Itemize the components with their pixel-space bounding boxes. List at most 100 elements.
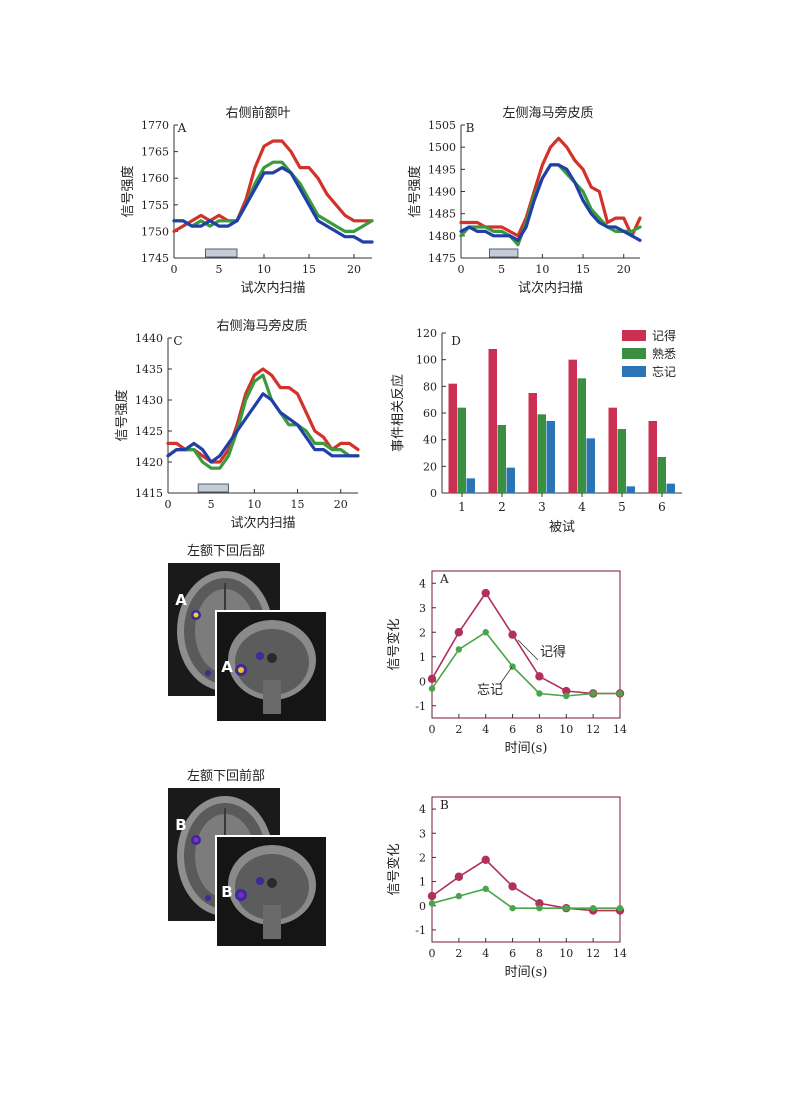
y-tick-label: -1: [415, 924, 426, 937]
x-tick-label: 15: [576, 263, 590, 276]
legend-label: 记得: [652, 328, 676, 343]
y-tick-label: -1: [415, 700, 426, 713]
x-tick-label: 20: [334, 498, 348, 511]
x-tick-label: 10: [535, 263, 549, 276]
chart-c: 右侧海马旁皮质 C 1415 1420 1425 1430 1435 1440 0 5 10 15 20…: [114, 318, 360, 531]
y-tick-label: 2: [419, 851, 426, 864]
data-point: [536, 904, 543, 912]
annotation-forget: 忘记: [477, 683, 503, 698]
data-point: [428, 685, 436, 692]
legend-label: 熟悉: [652, 346, 676, 361]
annotation-leader: [517, 639, 539, 661]
data-point: [427, 891, 437, 901]
data-point: [508, 882, 517, 891]
bar-熟悉: [497, 425, 506, 493]
series-line-1: [166, 373, 360, 470]
x-tick-label: 14: [613, 947, 627, 960]
stimulus-bar: [488, 248, 519, 258]
x-axis-label: 时间(s): [505, 965, 548, 980]
y-tick-label: 1480: [428, 230, 456, 243]
data-point: [562, 686, 571, 696]
bar-熟悉: [537, 414, 546, 493]
series-line-0: [431, 591, 620, 695]
region-marker: B: [175, 816, 186, 834]
series-line-1: [431, 631, 620, 697]
series-line-1: [431, 887, 620, 910]
x-tick-label: 1: [458, 500, 466, 514]
coronal-ventricle: [267, 878, 277, 888]
y-tick-label: 1770: [141, 119, 169, 132]
y-tick-label: 20: [423, 460, 437, 473]
x-tick-label: 5: [208, 498, 215, 511]
y-tick-label: 1745: [141, 252, 169, 265]
data-point: [616, 690, 624, 697]
data-point: [616, 904, 624, 912]
y-tick-label: 0: [419, 900, 426, 913]
legend-label: 忘记: [652, 364, 676, 379]
data-point: [482, 629, 489, 636]
y-tick-label: 1425: [135, 425, 163, 438]
x-axis-label: 试次内扫描: [518, 280, 583, 296]
chart-title: 左侧海马旁皮质: [502, 105, 593, 121]
x-tick-label: 5: [618, 500, 626, 514]
stimulus-bar: [205, 248, 238, 258]
y-tick-label: 1420: [135, 456, 163, 469]
bar-熟悉: [457, 407, 466, 493]
y-tick-label: 1440: [135, 332, 163, 345]
data-point: [509, 904, 516, 912]
y-tick-label: 1: [419, 651, 426, 664]
x-tick-label: 4: [578, 500, 586, 514]
data-point: [455, 646, 463, 653]
panel-label: B: [466, 121, 475, 135]
data-point: [482, 885, 489, 893]
y-tick-label: 1490: [428, 186, 456, 199]
region-marker: A: [221, 658, 233, 676]
x-tick-label: 0: [171, 263, 178, 276]
bar-熟悉: [577, 378, 586, 493]
data-point: [535, 899, 544, 908]
y-tick-label: 60: [423, 407, 437, 420]
series-line-0: [172, 139, 374, 233]
brain-scan-pair: 左额下回后部 A A: [168, 544, 328, 723]
brain-scan-pair: 左额下回前部 B B: [168, 768, 328, 948]
bar-熟悉: [617, 429, 626, 493]
bar-忘记: [626, 486, 635, 493]
y-axis-label: 信号强度: [114, 389, 130, 441]
y-tick-label: 80: [423, 380, 437, 393]
y-axis-label: 信号强度: [407, 165, 423, 217]
data-point: [428, 900, 436, 907]
x-tick-label: 20: [617, 263, 631, 276]
chart-title: 右侧海马旁皮质: [216, 318, 307, 334]
x-tick-label: 10: [257, 263, 271, 276]
y-tick-label: 1495: [428, 163, 456, 176]
x-axis-label: 试次内扫描: [230, 515, 295, 531]
x-tick-label: 12: [586, 947, 600, 960]
data-point: [454, 872, 464, 881]
x-tick-label: 15: [302, 263, 316, 276]
y-axis-label: 信号变化: [386, 618, 402, 670]
chart-b: 左侧海马旁皮质 B 1475 1480 1485 1490 1495 1500 1505 0 5 10…: [407, 105, 642, 296]
legend-swatch: [622, 330, 646, 341]
x-tick-label: 10: [559, 723, 573, 736]
bar-记得: [648, 421, 657, 493]
x-tick-label: 10: [559, 947, 573, 960]
panel-label: B: [440, 798, 449, 812]
plot-frame: [431, 796, 621, 943]
y-tick-label: 40: [423, 434, 437, 447]
chart-title: 右侧前额叶: [225, 105, 290, 121]
data-point: [535, 672, 544, 681]
y-tick-label: 1485: [428, 208, 456, 221]
y-tick-label: 1: [419, 876, 426, 889]
data-point: [536, 690, 543, 697]
activation-core: [193, 612, 199, 618]
data-point: [481, 588, 490, 598]
y-tick-label: 1750: [141, 225, 169, 238]
data-point: [454, 628, 464, 637]
activation-core: [238, 892, 244, 898]
annotation-leader: [499, 666, 513, 685]
region-marker: A: [175, 591, 187, 609]
